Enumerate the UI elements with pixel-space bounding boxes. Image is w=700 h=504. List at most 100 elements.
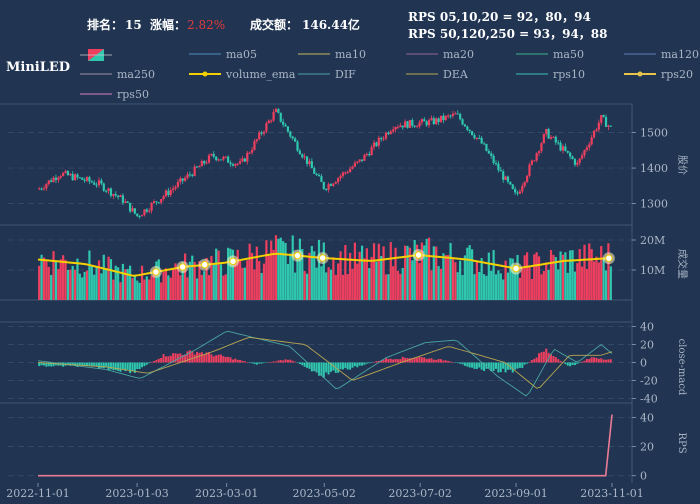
volume-bar xyxy=(40,254,43,300)
macd-bar xyxy=(282,360,285,363)
candle-body xyxy=(284,124,287,127)
volume-tick-label: 20M xyxy=(640,234,665,247)
volume-bar xyxy=(432,246,435,300)
candle xyxy=(121,193,125,206)
candle-body xyxy=(382,138,385,140)
volume-bar xyxy=(490,270,493,300)
macd-bar xyxy=(231,359,234,363)
header: 排名： 15 涨幅： 2.82% 成交额： 146.44亿 RPS 05,10,… xyxy=(87,10,608,41)
candle-body xyxy=(399,125,402,127)
candle-body xyxy=(401,125,404,128)
candle-body xyxy=(351,166,354,169)
volume-bar xyxy=(174,263,177,300)
candle xyxy=(90,180,93,184)
macd-bar xyxy=(439,359,442,363)
volume-bar xyxy=(396,270,400,300)
candle-body xyxy=(241,158,244,162)
volume-bar xyxy=(399,273,402,300)
volume-bar xyxy=(487,252,490,300)
candle xyxy=(604,114,608,127)
candle-body xyxy=(533,160,536,162)
macd-bar xyxy=(74,362,77,367)
macd-bar xyxy=(203,354,206,363)
candle-body xyxy=(164,190,168,197)
candle-body xyxy=(66,171,69,176)
macd-bar xyxy=(540,352,543,363)
candle-body xyxy=(339,175,342,179)
volume-bar xyxy=(394,247,397,300)
candle xyxy=(217,158,220,162)
candle-body xyxy=(356,161,359,163)
candle xyxy=(595,128,598,133)
candle xyxy=(506,175,510,184)
candle xyxy=(394,126,397,133)
candle-body xyxy=(231,164,235,166)
candle xyxy=(64,169,67,174)
candle-body xyxy=(497,163,500,171)
macd-dea-line xyxy=(37,336,613,389)
candle-body xyxy=(415,126,419,128)
candle xyxy=(81,177,84,180)
macd-bar xyxy=(554,357,557,363)
legend-label: DEA xyxy=(443,68,469,81)
macd-bar xyxy=(368,362,371,364)
macd-bar xyxy=(420,357,423,363)
macd-bar xyxy=(463,362,466,366)
candle xyxy=(270,119,273,124)
volume-bar xyxy=(294,272,297,300)
volume-bar xyxy=(597,262,600,300)
candle-body xyxy=(494,163,498,165)
volume-bar xyxy=(571,250,574,300)
macd-bar xyxy=(129,362,132,374)
candle-body xyxy=(200,160,203,167)
volume-bar xyxy=(150,275,153,300)
macd-bar xyxy=(107,362,110,371)
candle-body xyxy=(396,126,400,128)
candle xyxy=(124,198,127,204)
candle-body xyxy=(57,177,60,180)
volume-bar xyxy=(327,267,330,300)
candle xyxy=(569,151,572,160)
macd-bar xyxy=(121,362,124,370)
volume-bar xyxy=(234,263,237,300)
volume-bar xyxy=(427,237,431,300)
macd-bar xyxy=(71,362,74,366)
macd-bar xyxy=(210,354,213,363)
candle-body xyxy=(210,153,213,156)
candle xyxy=(549,134,553,140)
macd-bar xyxy=(602,359,605,363)
candle-body xyxy=(265,123,268,132)
candle xyxy=(286,126,290,134)
candle xyxy=(389,129,392,135)
macd-bar xyxy=(277,360,280,363)
macd-bar xyxy=(375,361,378,363)
candle xyxy=(349,166,352,173)
volume-bar xyxy=(473,274,476,300)
candle-body xyxy=(174,186,177,189)
macd-bar xyxy=(234,358,237,363)
candle xyxy=(485,143,488,152)
candle-body xyxy=(525,175,529,182)
macd-bar xyxy=(167,356,170,363)
macd-bar xyxy=(495,362,498,369)
candle xyxy=(368,151,371,157)
candle xyxy=(370,144,373,156)
candle xyxy=(564,143,567,152)
candle-body xyxy=(250,149,254,153)
volume-bar xyxy=(227,247,230,300)
candle xyxy=(456,110,459,115)
volume-bar xyxy=(537,256,541,300)
candle xyxy=(219,159,223,161)
candle-body xyxy=(253,141,256,150)
candle xyxy=(571,155,574,160)
legend-marker-swatch xyxy=(202,71,208,77)
macd-bar xyxy=(384,358,387,363)
candle-body xyxy=(554,136,557,143)
candle xyxy=(145,207,148,213)
volume-bar xyxy=(160,282,163,300)
volume-bar xyxy=(494,274,498,300)
macd-bar xyxy=(236,359,239,363)
legend-label: ma20 xyxy=(443,48,474,61)
candle xyxy=(162,194,165,201)
